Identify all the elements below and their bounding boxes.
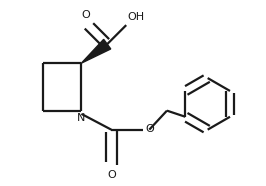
Text: N: N: [77, 113, 86, 123]
Text: O: O: [146, 124, 155, 134]
Text: OH: OH: [128, 12, 145, 23]
Text: O: O: [107, 170, 116, 180]
Text: O: O: [81, 10, 90, 20]
Polygon shape: [81, 39, 111, 63]
